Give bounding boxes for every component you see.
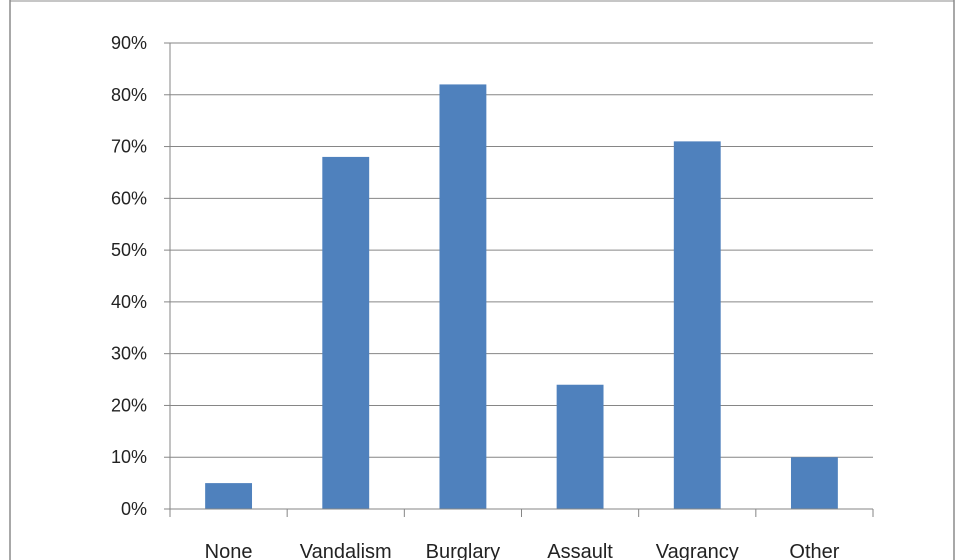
y-tick-label: 70% — [111, 137, 147, 157]
bar-assault — [556, 384, 604, 509]
y-tick-label: 10% — [111, 447, 147, 467]
x-category-label: Vagrancy — [656, 541, 739, 560]
y-tick-label: 50% — [111, 240, 147, 260]
y-tick-label: 60% — [111, 188, 147, 208]
y-tick-label: 80% — [111, 85, 147, 105]
bar-burglary — [439, 84, 487, 509]
x-category-label: Other — [789, 541, 839, 560]
x-category-label: Burglary — [426, 541, 500, 560]
x-category-label: Vandalism — [300, 541, 392, 560]
bar-vagrancy — [673, 141, 721, 509]
y-tick-label: 20% — [111, 395, 147, 415]
y-tick-label: 90% — [111, 33, 147, 53]
x-category-label: None — [205, 541, 253, 560]
y-tick-label: 30% — [111, 344, 147, 364]
x-category-label: Assault — [547, 541, 613, 560]
bar-none — [205, 483, 253, 509]
bar-vandalism — [322, 156, 370, 509]
y-tick-label: 40% — [111, 292, 147, 312]
y-tick-label: 0% — [121, 499, 147, 519]
bar-other — [790, 457, 838, 509]
